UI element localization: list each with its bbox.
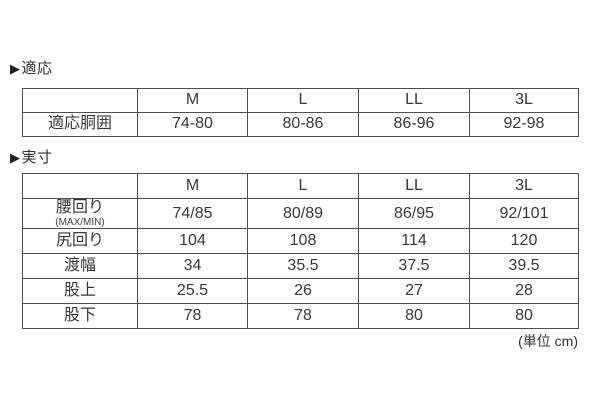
value-cell: 80/89 [247, 197, 359, 230]
header-cell-ll: LL [358, 173, 470, 199]
value-cell: 80 [469, 303, 579, 330]
row-label: 股上 [22, 278, 138, 305]
header-cell-m: M [137, 173, 248, 199]
value-cell: 34 [137, 253, 248, 280]
header-cell-empty [22, 88, 138, 113]
row-label-main: 腰回り [55, 199, 104, 216]
value-cell: 78 [137, 303, 248, 330]
value-cell: 28 [469, 278, 579, 305]
value-cell: 74/85 [137, 197, 248, 230]
actual-size-table: M L LL 3L 腰回り (MAX/MIN) 74/85 80/89 86/9… [22, 173, 579, 330]
header-cell-empty [22, 173, 138, 199]
header-cell-3l: 3L [469, 173, 579, 199]
table-row-inseam: 股下 78 78 80 80 [22, 303, 579, 330]
value-cell: 27 [358, 278, 470, 305]
table-row-waist: 腰回り (MAX/MIN) 74/85 80/89 86/95 92/101 [22, 197, 579, 230]
table-header-row: M L LL 3L [22, 88, 579, 113]
section-heading-fit: ▶適応 [10, 57, 53, 78]
table-row: 適応胴囲 74-80 80-86 86-96 92-98 [22, 112, 579, 137]
value-cell: 25.5 [137, 278, 248, 305]
value-cell: 92-98 [469, 112, 579, 137]
header-cell-ll: LL [358, 88, 470, 113]
fit-size-table: M L LL 3L 適応胴囲 74-80 80-86 86-96 92-98 [22, 88, 579, 137]
value-cell: 35.5 [247, 253, 359, 280]
value-cell: 80 [358, 303, 470, 330]
table-row-rise: 股上 25.5 26 27 28 [22, 278, 579, 305]
value-cell: 86/95 [358, 197, 470, 230]
section-heading-text: 適応 [21, 60, 53, 77]
row-label: 尻回り [22, 228, 138, 255]
value-cell: 78 [247, 303, 359, 330]
row-label: 渡幅 [22, 253, 138, 280]
header-cell-3l: 3L [469, 88, 579, 113]
table-row-thigh-width: 渡幅 34 35.5 37.5 39.5 [22, 253, 579, 280]
header-cell-m: M [137, 88, 248, 113]
table-row-hip: 尻回り 104 108 114 120 [22, 228, 579, 255]
value-cell: 26 [247, 278, 359, 305]
section-heading-text: 実寸 [21, 149, 53, 166]
value-cell: 114 [358, 228, 470, 255]
value-cell: 120 [469, 228, 579, 255]
table-header-row: M L LL 3L [22, 173, 579, 199]
value-cell: 92/101 [469, 197, 579, 230]
value-cell: 104 [137, 228, 248, 255]
triangle-marker-icon: ▶ [10, 150, 21, 165]
value-cell: 39.5 [469, 253, 579, 280]
unit-note: (単位 cm) [518, 333, 578, 349]
value-cell: 108 [247, 228, 359, 255]
value-cell: 74-80 [137, 112, 248, 137]
value-cell: 80-86 [247, 112, 359, 137]
row-label: 腰回り (MAX/MIN) [22, 197, 138, 230]
value-cell: 86-96 [358, 112, 470, 137]
header-cell-l: L [247, 173, 359, 199]
triangle-marker-icon: ▶ [10, 61, 21, 76]
value-cell: 37.5 [358, 253, 470, 280]
row-label: 適応胴囲 [22, 112, 138, 137]
row-label: 股下 [22, 303, 138, 330]
section-heading-actual: ▶実寸 [10, 146, 53, 167]
header-cell-l: L [247, 88, 359, 113]
row-label-sub: (MAX/MIN) [55, 217, 105, 229]
